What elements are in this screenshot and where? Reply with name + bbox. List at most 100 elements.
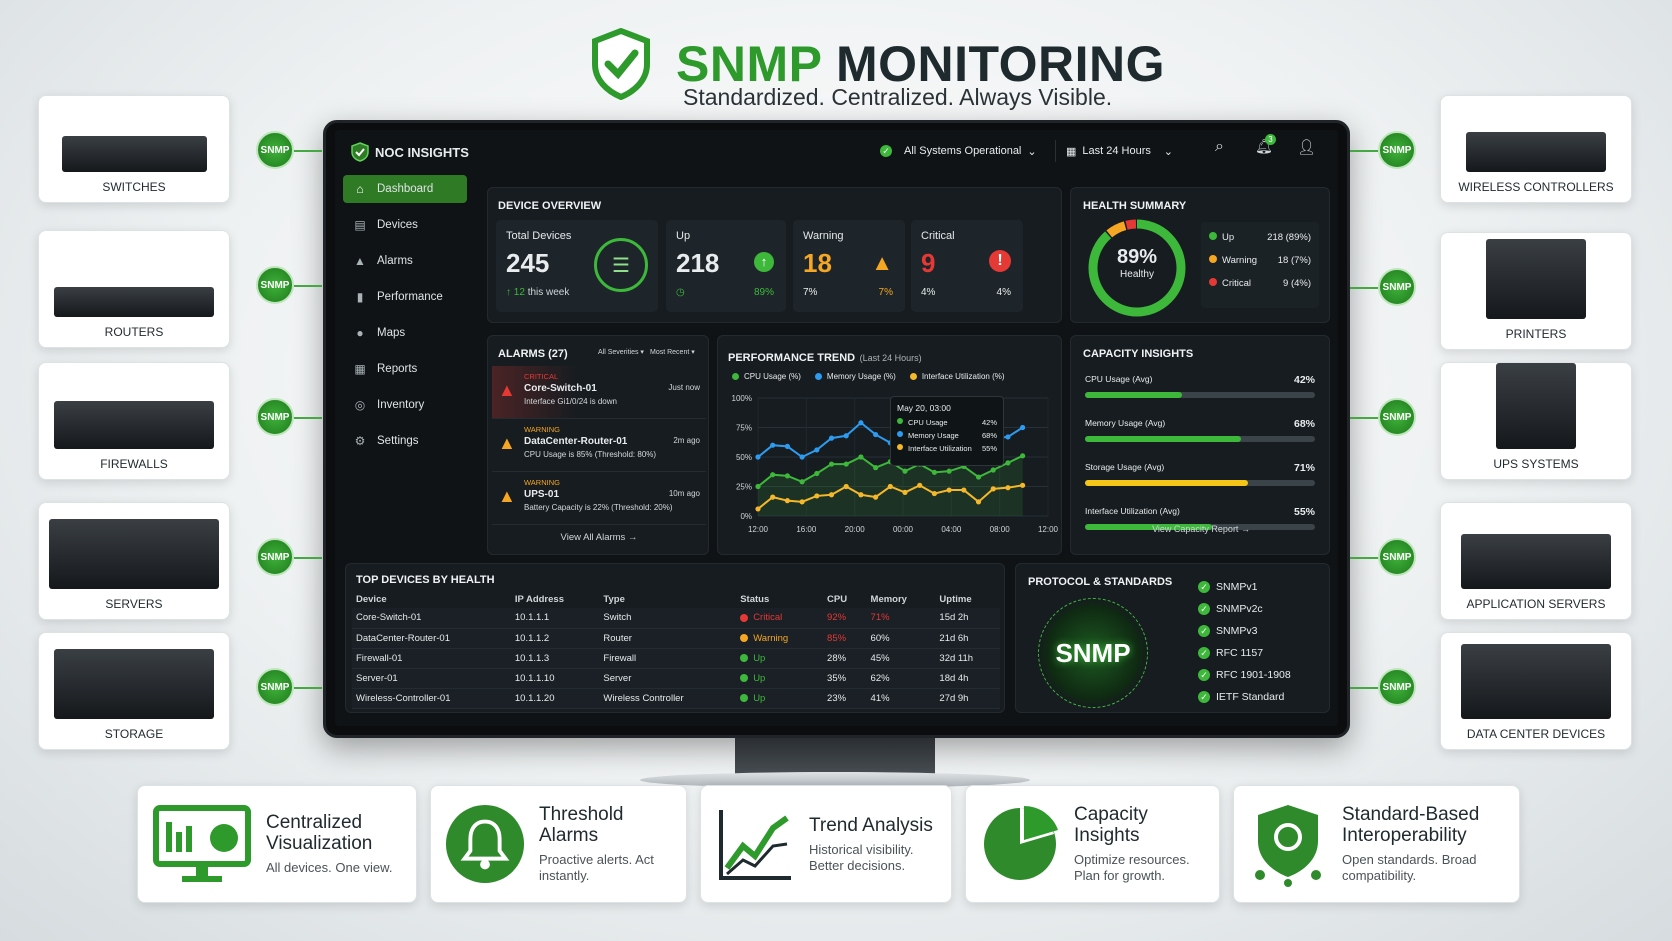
cell-ip: 10.1.1.2 [514,632,550,644]
stat-pct: 7% [878,287,893,298]
data-point[interactable] [887,483,893,490]
data-point[interactable] [770,442,776,448]
data-point[interactable] [799,499,805,505]
data-point[interactable] [946,487,952,493]
data-point[interactable] [784,443,791,449]
user-icon[interactable]: 👤︎ [1297,139,1317,156]
data-point[interactable] [814,447,820,453]
data-point[interactable] [1005,485,1011,491]
data-point[interactable] [755,454,761,460]
data-point[interactable] [990,486,996,492]
data-point[interactable] [946,468,952,474]
column-header[interactable]: Uptime [939,593,972,605]
right-device-card[interactable]: PRINTERS [1440,232,1632,350]
data-point[interactable] [858,420,864,426]
data-point[interactable] [990,467,996,473]
data-point[interactable] [1020,453,1026,459]
left-device-card[interactable]: SERVERS [38,502,230,620]
table-row[interactable]: Core-Switch-01 10.1.1.1 Switch Critical 92% 7… [352,608,1000,628]
data-point[interactable] [1020,424,1026,431]
data-point[interactable] [770,494,776,500]
table-row[interactable]: Server-01 10.1.1.10 Server Up 35% 62% 18d 4h [352,668,1000,688]
column-header[interactable]: CPU [827,593,848,605]
sidebar-item-dashboard[interactable]: ⌂ Dashboard [343,175,467,203]
time-range-dropdown[interactable]: ▦ Last 24 Hours ⌄ [1055,140,1173,162]
snmp-badge: SNMP [1378,538,1416,576]
right-device-card[interactable]: UPS SYSTEMS [1440,362,1632,480]
left-device-card[interactable]: SWITCHES [38,95,230,203]
data-point[interactable] [873,494,879,500]
data-point[interactable] [917,482,923,488]
sidebar-item-settings[interactable]: ⚙ Settings [343,427,467,455]
data-point[interactable] [799,479,805,485]
column-header[interactable]: IP Address [514,593,564,605]
table-row[interactable]: DataCenter-Router-01 10.1.1.2 Router Warnin… [352,628,1000,648]
view-all-alarms-link[interactable]: View All Alarms → [560,532,638,543]
data-point[interactable] [1020,482,1026,488]
data-point[interactable] [814,493,820,499]
data-point[interactable] [1005,460,1011,466]
data-point[interactable] [975,474,982,480]
data-point[interactable] [1005,434,1011,440]
data-point[interactable] [755,506,761,512]
column-header[interactable]: Device [356,593,387,605]
alarm-message: CPU Usage is 85% (Threshold: 80%) [524,450,657,459]
data-point[interactable] [799,454,805,460]
column-header[interactable]: Status [740,593,770,605]
table-row[interactable]: Firewall-01 10.1.1.3 Firewall Up 28% 45% 32d 1… [352,648,1000,668]
data-point[interactable] [843,433,849,439]
right-device-card[interactable]: DATA CENTER DEVICES [1440,632,1632,750]
table-row[interactable]: Wireless-Controller-01 10.1.1.20 Wireless … [352,688,1000,708]
left-device-card[interactable]: STORAGE [38,632,230,750]
sidebar-item-maps[interactable]: ● Maps [343,319,467,347]
data-point[interactable] [931,490,938,497]
data-point[interactable] [784,473,791,479]
data-point[interactable] [931,469,938,475]
data-point[interactable] [873,465,879,471]
warning-card[interactable]: Warning 18 ▲ 7% 7% [793,220,905,312]
column-header[interactable]: Memory [870,593,907,605]
data-point[interactable] [784,498,791,504]
data-point[interactable] [975,499,982,505]
alarm-item[interactable]: ▲ CRITICAL Core-Switch-01 Interface Gi1/0/2… [492,366,706,419]
data-point[interactable] [858,454,864,460]
right-device-card[interactable]: APPLICATION SERVERS [1440,502,1632,620]
critical-card[interactable]: Critical 9 ! 4% 4% [911,220,1023,312]
device-overview-panel: DEVICE OVERVIEW Total Devices 245 ↑ 12 t… [487,187,1062,323]
total-devices-card[interactable]: Total Devices 245 ↑ 12 this week ☰ [496,220,658,312]
data-point[interactable] [814,470,820,477]
cell-ip: 10.1.1.20 [514,692,555,704]
left-device-card[interactable]: FIREWALLS [38,362,230,480]
left-device-card[interactable]: ROUTERS [38,230,230,348]
data-point[interactable] [828,461,835,467]
sidebar-item-reports[interactable]: ▦ Reports [343,355,467,383]
data-point[interactable] [828,492,835,498]
search-icon[interactable]: ⌕ [1215,138,1224,155]
sidebar-item-alarms[interactable]: ▲ Alarms [343,247,467,275]
system-status-dropdown[interactable]: ✓ All Systems Operational ⌄ [880,140,1037,162]
data-point[interactable] [843,483,849,490]
view-capacity-report-link[interactable]: View Capacity Report → [1152,524,1250,534]
data-point[interactable] [961,487,967,493]
bell-icon[interactable]: 🔔︎ 3 [1255,134,1276,155]
sidebar-item-performance[interactable]: ▮ Performance [343,283,467,311]
data-point[interactable] [902,468,908,474]
sort-dropdown[interactable]: Most Recent ▾ [650,349,695,356]
sidebar-item-inventory[interactable]: ◎ Inventory [343,391,467,419]
data-point[interactable] [843,461,849,467]
data-point[interactable] [858,492,864,498]
panel-title: CAPACITY INSIGHTS [1083,348,1194,360]
sidebar-item-devices[interactable]: ▤ Devices [343,211,467,239]
alarm-item[interactable]: ▲ WARNING UPS-01 Battery Capacity is 22% (T… [492,472,706,525]
cell-device: Firewall-01 [356,652,403,664]
data-point[interactable] [828,435,835,441]
data-point[interactable] [770,472,776,478]
data-point[interactable] [755,483,761,490]
data-point[interactable] [902,489,908,495]
right-device-card[interactable]: WIRELESS CONTROLLERS [1440,95,1632,203]
data-point[interactable] [873,431,879,438]
column-header[interactable]: Type [603,593,625,605]
alarm-item[interactable]: ▲ WARNING DataCenter-Router-01 CPU Usage is… [492,419,706,472]
up-card[interactable]: Up 218 ↑ ◷ 89% [666,220,786,312]
severity-filter-dropdown[interactable]: All Severities ▾ [598,349,644,356]
